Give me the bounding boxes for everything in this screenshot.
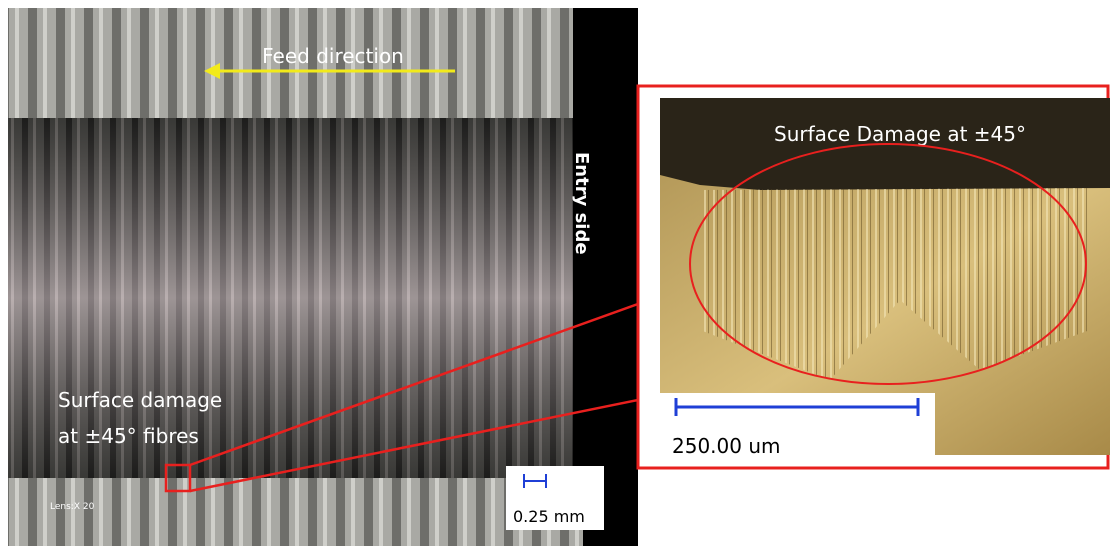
zoom-image: Surface Damage at ±45° 250.00 um (638, 86, 1110, 468)
damage-label: Surface damage (58, 388, 222, 412)
zoom-title: Surface Damage at ±45° (774, 122, 1026, 146)
damage-label: at ±45° fibres (58, 424, 199, 448)
lens-label: Lens:X 20 (50, 502, 95, 512)
scale-label: 0.25 mm (513, 507, 585, 526)
feed-direction-label: Feed direction (262, 44, 404, 68)
left-image: Feed direction Entry side Surface damage… (8, 8, 638, 546)
entry-side-label: Entry side (571, 152, 592, 255)
zoom-scale-label: 250.00 um (672, 434, 781, 458)
figure: Feed direction Entry side Surface damage… (0, 0, 1110, 546)
